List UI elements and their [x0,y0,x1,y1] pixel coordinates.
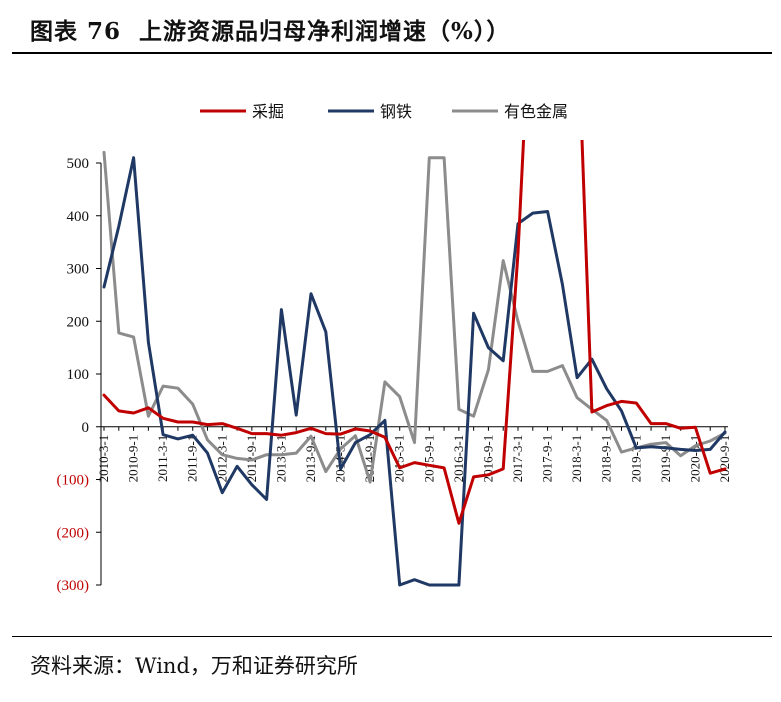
x-tick-label: 2016-9-1 [480,435,495,483]
legend-label: 有色金属 [504,102,568,121]
figure-title: 图表 76 上游资源品归母净利润增速（%）） [30,12,510,46]
x-tick-label: 2015-9-1 [421,435,436,483]
x-tick-label: 2017-9-1 [540,435,555,483]
y-tick-label: 100 [67,367,90,383]
x-tick-label: 2019-3-1 [628,435,643,483]
x-tick-label: 2010-9-1 [126,435,141,483]
x-tick-label: 2015-3-1 [392,435,407,483]
legend-label: 钢铁 [380,102,412,121]
y-tick-label: (100) [57,473,90,489]
legend-label: 采掘 [252,102,284,121]
x-tick-label: 2011-9-1 [185,435,200,482]
x-tick-label: 2020-9-1 [717,435,732,483]
chart-legend: 采掘 钢铁 有色金属 [200,102,568,121]
series-line-2 [102,150,727,484]
x-tick-label: 2012-3-1 [214,435,229,483]
y-tick-label: 0 [82,420,90,436]
x-tick-label: 2016-3-1 [451,435,466,483]
y-tick-label: (200) [57,525,90,541]
x-tick-label: 2011-3-1 [155,435,170,482]
source-note: 资料来源：Wind，万和证券研究所 [30,654,358,678]
x-tick-label: 2020-3-1 [687,435,702,483]
figure-title-text: 上游资源品归母净利润增速（%）） [139,18,511,45]
line-chart: 采掘 钢铁 有色金属 500 400 300 200 100 0 (100) (200) (300)… [57,102,733,594]
x-tick-label: 2013-3-1 [273,435,288,483]
y-tick-label: 300 [67,262,90,278]
x-tick-label: 2010-3-1 [96,435,111,483]
y-tick-label: 500 [67,156,90,172]
series-line-1 [102,156,727,587]
y-axis: 500 400 300 200 100 0 (100) (200) (300) [57,156,102,594]
footer-divider [12,636,772,637]
x-tick-label: 2017-3-1 [510,435,525,483]
x-tick-label: 2018-3-1 [569,435,584,483]
series-line-0 [102,140,727,525]
y-tick-label: 200 [67,314,90,330]
y-tick-label: 400 [67,209,90,225]
title-divider [12,52,772,54]
series-lines [102,140,727,587]
figure-label: 图表 76 [30,18,122,45]
y-tick-label: (300) [57,578,90,594]
x-tick-label: 2018-9-1 [599,435,614,483]
